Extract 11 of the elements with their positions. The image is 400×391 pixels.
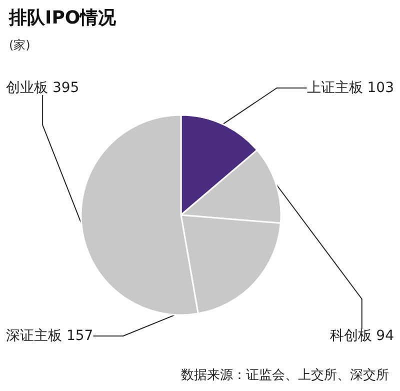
chart-subtitle: (家): [9, 38, 30, 52]
source-note: 数据来源：证监会、上交所、深交所: [181, 367, 389, 383]
data-label: 103: [367, 80, 394, 96]
data-label: 157: [66, 328, 94, 344]
slice-label: 上证主板: [306, 80, 363, 96]
slice-label: 深证主板: [6, 328, 62, 344]
data-label: 395: [52, 80, 80, 96]
slice-label: 创业板: [6, 80, 48, 96]
data-label: 94: [376, 328, 394, 344]
slice-label: 科创板: [330, 328, 372, 344]
chart-title: 排队IPO情况: [8, 8, 118, 28]
